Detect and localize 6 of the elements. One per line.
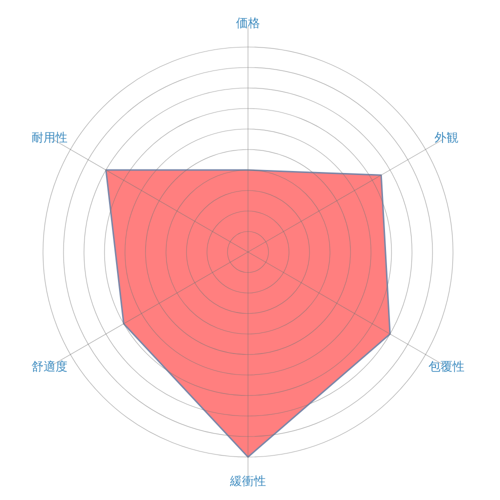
spoke-label: 外観 [434, 130, 458, 144]
spoke-label: 耐用性 [32, 130, 68, 144]
spoke-label: 価格 [236, 16, 260, 30]
spoke-label: 舒適度 [32, 360, 68, 374]
spoke-label: 緩衝性 [229, 474, 266, 488]
spoke-label: 包覆性 [428, 360, 464, 374]
